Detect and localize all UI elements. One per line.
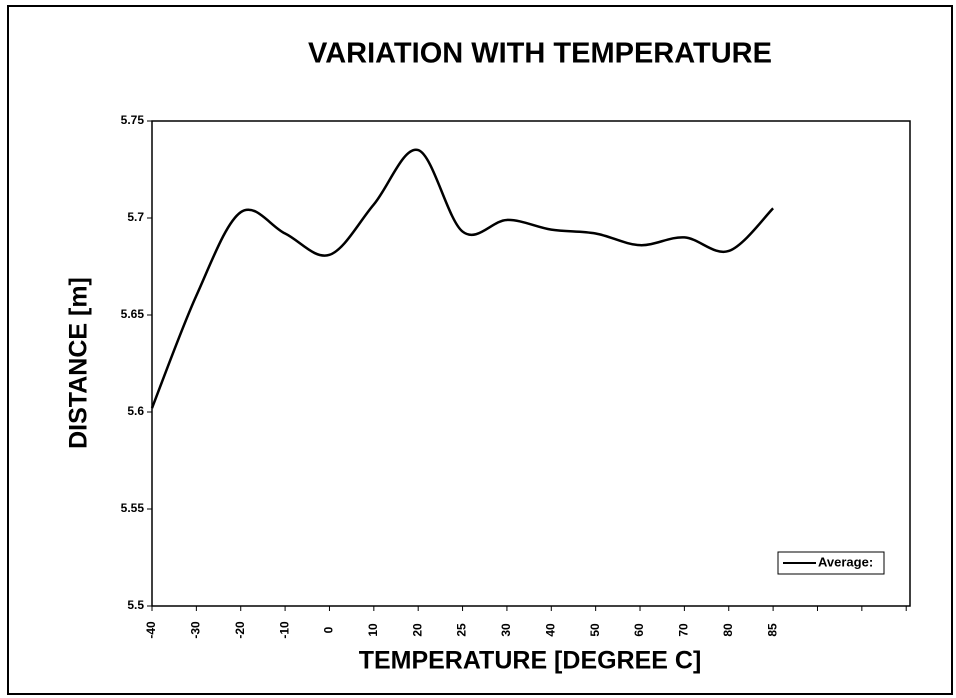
x-tick-label: -20 [233,621,247,639]
plot-area [151,120,911,607]
y-tick-label: 5.7 [127,210,144,224]
y-axis-label: DISTANCE [m] [65,277,93,449]
x-tick-label: 80 [721,623,735,637]
x-tick-label: 10 [366,623,380,637]
x-axis-label: TEMPERATURE [DEGREE C] [359,647,702,675]
x-tick-label: 0 [322,626,336,633]
chart-title: VARIATION WITH TEMPERATURE [308,38,772,70]
x-tick-label: 20 [410,623,424,637]
legend-label: Average: [818,554,873,569]
y-tick-label: 5.5 [127,598,144,612]
x-tick-label: -10 [277,621,291,639]
x-tick-label: 60 [632,623,646,637]
y-tick-label: 5.6 [127,404,144,418]
frame [7,5,953,695]
x-tick-label: 40 [543,623,557,637]
y-tick-label: 5.55 [121,501,145,515]
y-tick-label: 5.75 [121,113,145,127]
x-tick-label: 50 [588,623,602,637]
line [150,148,775,409]
x-tick-label: 85 [765,623,779,637]
legend-box [777,551,885,575]
x-tick-label: -40 [144,621,158,639]
y-tick-label: 5.65 [121,307,145,321]
x-tick-label: 25 [455,623,469,637]
x-tick-label: 30 [499,623,513,637]
x-tick-label: 70 [677,623,691,637]
x-tick-label: -30 [189,621,203,639]
